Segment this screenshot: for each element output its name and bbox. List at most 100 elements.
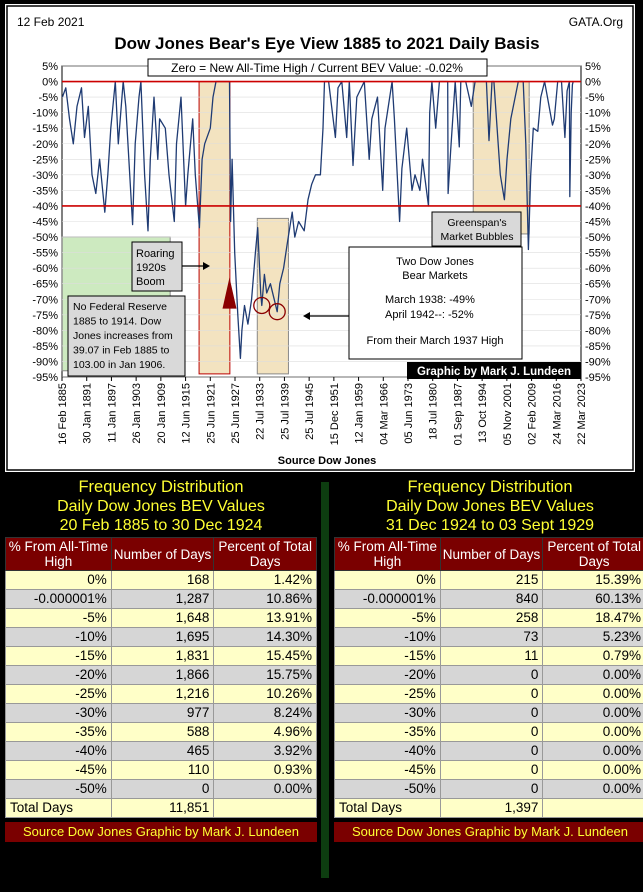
x-tick-label: 25 Jun 1921: [205, 383, 217, 444]
right-cell-7-2: 0.00%: [542, 703, 643, 723]
y-tick-label-right: -50%: [585, 232, 611, 244]
y-tick-label-left: -55%: [32, 248, 58, 260]
right-title-line2: Daily Dow Jones BEV Values: [386, 498, 594, 515]
y-tick-label-left: -25%: [32, 154, 58, 166]
y-tick-label-right: -70%: [585, 294, 611, 306]
roaring-text-line: 1920s: [136, 262, 166, 274]
left-title-line3: 20 Feb 1885 to 30 Dec 1924: [59, 517, 263, 534]
y-tick-label-right: -75%: [585, 310, 611, 322]
right-cell-8-2: 0.00%: [542, 722, 643, 742]
credit-text: Graphic by Mark J. Lundeen: [417, 366, 571, 378]
table-row: -50% 0 0.00%: [334, 779, 643, 799]
y-tick-label-left: 5%: [42, 61, 58, 73]
y-tick-label-left: -35%: [32, 185, 58, 197]
roaring-text-line: Boom: [136, 276, 165, 288]
y-tick-label-left: -50%: [32, 232, 58, 244]
y-tick-label-right: -55%: [585, 248, 611, 260]
right-table-source: Source Dow Jones Graphic by Mark J. Lund…: [334, 822, 643, 842]
left-cell-0-0: 0%: [5, 570, 112, 590]
left-cell-6-0: -25%: [5, 684, 112, 704]
right-cell-5-2: 0.00%: [542, 665, 643, 685]
no-fed-text-line: Jones increases from: [73, 330, 173, 342]
left-cell-11-1: 0: [110, 779, 215, 799]
left-cell-10-2: 0.93%: [213, 760, 317, 780]
left-cell-0-2: 1.42%: [213, 570, 317, 590]
y-tick-label-right: -80%: [585, 325, 611, 337]
table-row: 0% 215 15.39%: [334, 570, 643, 590]
table-divider: [321, 482, 329, 878]
table-row: -30% 977 8.24%: [5, 703, 317, 723]
right-cell-2-1: 258: [439, 608, 544, 628]
table-row: -35% 588 4.96%: [5, 722, 317, 742]
y-tick-label-left: -85%: [32, 341, 58, 353]
left-cell-5-0: -20%: [5, 665, 112, 685]
right-cell-11-0: -50%: [334, 779, 441, 799]
left-cell-7-2: 8.24%: [213, 703, 317, 723]
right-cell-2-2: 18.47%: [542, 608, 643, 628]
left-cell-3-2: 14.30%: [213, 627, 317, 647]
table-row: -30% 0 0.00%: [334, 703, 643, 723]
left-cell-5-1: 1,866: [110, 665, 215, 685]
y-tick-label-right: -20%: [585, 139, 611, 151]
roaring-box: [131, 241, 183, 292]
x-tick-label: 16 Feb 1885: [57, 383, 69, 445]
right-cell-10-0: -45%: [334, 760, 441, 780]
no-fed-text-line: No Federal Reserve: [73, 301, 167, 313]
right-cell-3-1: 73: [439, 627, 544, 647]
right-header-2: Percent of Total Days: [542, 537, 643, 571]
right-cell-9-1: 0: [439, 741, 544, 761]
left-total-1: 11,851: [110, 798, 215, 818]
peak-marker: [222, 277, 237, 309]
x-tick-label: 25 Jul 1945: [304, 383, 316, 440]
bev-chart: 12 Feb 2021 GATA.Org Dow Jones Bear's Eye …: [6, 5, 634, 471]
chart-panel: 12 Feb 2021 GATA.Org Dow Jones Bear's Eye …: [5, 4, 635, 472]
left-cell-0-1: 168: [110, 570, 215, 590]
bear-arrowhead: [303, 312, 310, 320]
left-header-2: Percent of Total Days: [213, 537, 317, 571]
x-tick-label: 18 Jul 1980: [428, 383, 440, 440]
left-cell-3-1: 1,695: [110, 627, 215, 647]
bear-1938-marker: [253, 296, 271, 315]
right-cell-5-0: -20%: [334, 665, 441, 685]
bear-text-line: Bear Markets: [402, 270, 468, 282]
right-cell-6-1: 0: [439, 684, 544, 704]
date-label: 12 Feb 2021: [17, 15, 85, 29]
y-tick-label-left: -80%: [32, 325, 58, 337]
y-tick-label-right: -65%: [585, 279, 611, 291]
y-tick-label-right: -25%: [585, 154, 611, 166]
x-tick-label: 22 Mar 2023: [576, 383, 588, 445]
no-fed-box: [67, 295, 186, 377]
right-cell-0-0: 0%: [334, 570, 441, 590]
y-tick-label-left: 0%: [42, 77, 58, 89]
x-axis-label: Source Dow Jones: [278, 455, 376, 467]
y-tick-label-left: -60%: [32, 263, 58, 275]
left-cell-1-2: 10.86%: [213, 589, 317, 609]
bear-text-line: April 1942--: -52%: [385, 309, 474, 321]
right-total-1: 1,397: [439, 798, 544, 818]
no-fed-text-line: 1885 to 1914. Dow: [73, 316, 162, 328]
table-row: -20% 0 0.00%: [334, 665, 643, 685]
table-row: -25% 1,216 10.26%: [5, 684, 317, 704]
total-row: Total Days 11,851: [5, 798, 317, 818]
table-row: -20% 1,866 15.75%: [5, 665, 317, 685]
table-row: -15% 11 0.79%: [334, 646, 643, 666]
right-cell-8-0: -35%: [334, 722, 441, 742]
right-cell-3-0: -10%: [334, 627, 441, 647]
y-tick-label-left: -65%: [32, 279, 58, 291]
y-tick-label-right: -30%: [585, 170, 611, 182]
left-header-1: Number of Days: [110, 537, 215, 571]
y-tick-label-right: -10%: [585, 108, 611, 120]
left-cell-2-2: 13.91%: [213, 608, 317, 628]
x-tick-label: 11 Jan 1897: [106, 383, 118, 443]
right-cell-2-0: -5%: [334, 608, 441, 628]
left-cell-5-2: 15.75%: [213, 665, 317, 685]
y-tick-label-left: -20%: [32, 139, 58, 151]
right-cell-1-0: -0.000001%: [334, 589, 441, 609]
right-frequency-table: Frequency Distribution Daily Dow Jones B…: [334, 478, 643, 842]
right-title-line1: Frequency Distribution: [407, 478, 573, 496]
right-cell-10-2: 0.00%: [542, 760, 643, 780]
x-tick-label: 05 Nov 2001: [502, 383, 514, 445]
right-table-title: Frequency Distribution Daily Dow Jones B…: [334, 478, 643, 535]
left-total-0: Total Days: [5, 798, 112, 818]
left-cell-11-2: 0.00%: [213, 779, 317, 799]
